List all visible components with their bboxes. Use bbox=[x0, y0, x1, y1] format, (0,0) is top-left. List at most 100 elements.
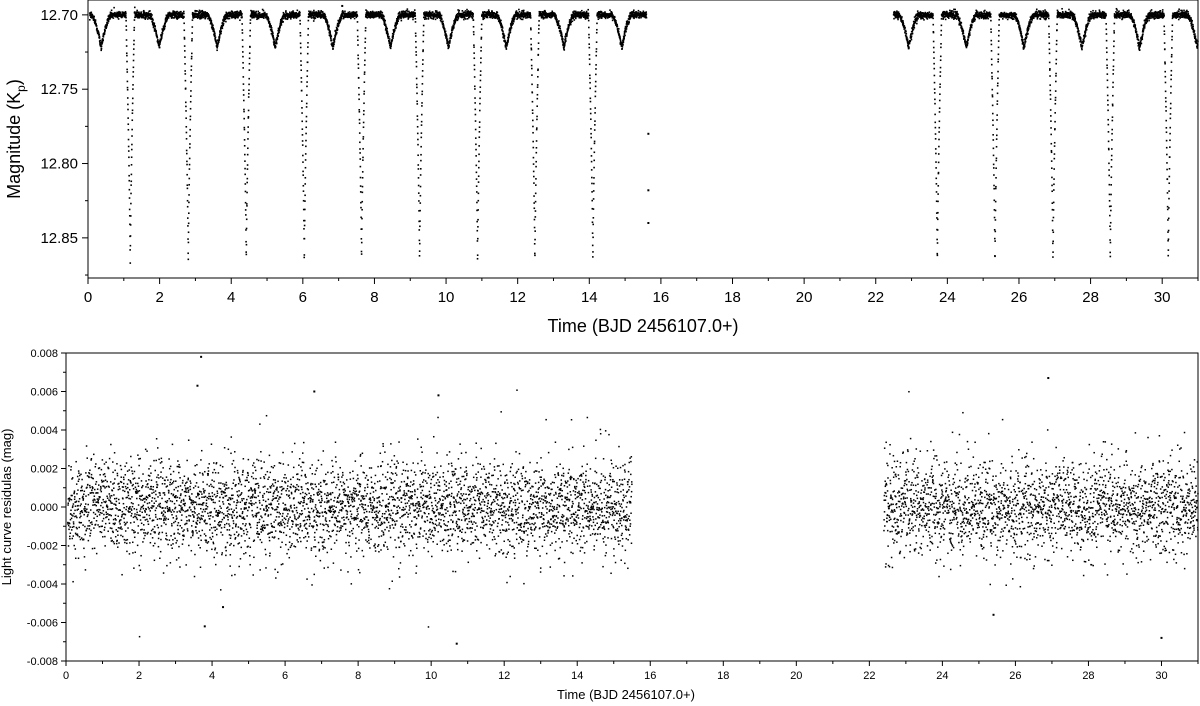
light-curve-point bbox=[574, 10, 577, 13]
light-curve-point bbox=[192, 15, 195, 18]
light-curve-point bbox=[636, 15, 638, 18]
light-curve-point bbox=[191, 39, 193, 42]
light-curve-point bbox=[935, 200, 938, 203]
light-curve-point bbox=[364, 51, 366, 54]
light-curve-point bbox=[363, 71, 366, 73]
light-curve-point bbox=[358, 87, 360, 89]
light-curve-point bbox=[561, 39, 564, 42]
light-curve-point bbox=[897, 18, 899, 21]
light-curve-point bbox=[300, 64, 302, 67]
light-curve-point bbox=[902, 22, 905, 25]
light-curve-point bbox=[935, 212, 938, 214]
light-curve-point bbox=[196, 10, 198, 12]
light-curve-point bbox=[534, 254, 536, 257]
light-curve-point bbox=[205, 15, 208, 18]
light-curve-point bbox=[563, 44, 566, 46]
light-curve-point bbox=[371, 10, 374, 13]
light-curve-point bbox=[415, 51, 417, 53]
light-curve-point bbox=[355, 11, 358, 13]
light-curve-point bbox=[958, 19, 961, 21]
light-curve-point bbox=[898, 14, 900, 16]
light-curve-point bbox=[939, 66, 942, 69]
light-curve-point bbox=[304, 153, 307, 155]
light-curve-point bbox=[360, 241, 363, 244]
light-curve-point bbox=[318, 12, 321, 15]
light-curve-point bbox=[126, 88, 129, 91]
light-curve-point bbox=[460, 12, 463, 15]
light-curve-point bbox=[938, 120, 941, 123]
light-curve-point bbox=[506, 45, 508, 47]
light-curve-point bbox=[475, 185, 478, 188]
light-curve-point bbox=[307, 34, 309, 36]
light-curve-point bbox=[531, 100, 534, 103]
light-curve-point bbox=[168, 15, 170, 17]
light-curve-point bbox=[591, 176, 593, 179]
light-curve-point bbox=[597, 18, 600, 21]
light-curve-point bbox=[453, 26, 455, 28]
light-curve-point bbox=[599, 17, 601, 19]
light-curve-point bbox=[241, 45, 244, 48]
light-curve-point bbox=[249, 35, 251, 37]
light-curve-point bbox=[352, 13, 355, 16]
light-curve-point bbox=[588, 46, 591, 49]
light-curve-point bbox=[360, 201, 362, 204]
light-curve-point bbox=[403, 16, 406, 18]
light-curve-point bbox=[366, 10, 368, 12]
light-curve-point bbox=[130, 184, 132, 186]
light-curve-point bbox=[914, 15, 917, 17]
light-curve-point bbox=[190, 90, 192, 92]
light-curve-point bbox=[907, 42, 909, 45]
light-curve-point bbox=[476, 201, 478, 204]
light-curve-point bbox=[603, 13, 606, 16]
light-curve-point bbox=[100, 45, 103, 48]
light-curve-point bbox=[377, 13, 380, 16]
light-curve-point bbox=[134, 16, 137, 18]
light-curve-point bbox=[366, 16, 369, 19]
light-curve-point bbox=[497, 18, 499, 20]
light-curve-point bbox=[928, 17, 931, 19]
light-curve-point bbox=[242, 51, 244, 53]
light-curve-point bbox=[535, 146, 538, 149]
light-curve-point bbox=[218, 35, 221, 38]
light-curve-point bbox=[392, 33, 395, 35]
light-curve-point bbox=[478, 160, 480, 163]
light-curve-point bbox=[934, 133, 937, 135]
light-curve-point bbox=[88, 19, 91, 21]
light-curve-point bbox=[415, 46, 417, 49]
light-curve-point bbox=[307, 46, 309, 48]
light-curve-point bbox=[436, 17, 439, 19]
light-curve-point bbox=[98, 35, 101, 38]
light-curve-point bbox=[451, 31, 453, 33]
light-curve-point bbox=[358, 93, 360, 96]
light-curve-point bbox=[146, 15, 149, 17]
light-curve-point bbox=[325, 19, 328, 21]
light-curve-point bbox=[334, 36, 336, 39]
light-curve-point bbox=[286, 12, 288, 15]
light-curve-point bbox=[507, 37, 510, 40]
light-curve-point bbox=[479, 91, 481, 93]
light-curve-point bbox=[317, 11, 320, 14]
light-curve-point bbox=[619, 39, 622, 42]
light-curve-point bbox=[418, 200, 420, 202]
light-curve-point bbox=[248, 69, 251, 71]
light-curve-point bbox=[893, 17, 895, 20]
light-curve-point bbox=[473, 68, 476, 71]
light-curve-point bbox=[99, 40, 101, 43]
light-curve-point bbox=[341, 10, 344, 12]
light-curve-point bbox=[208, 14, 210, 17]
light-curve-point bbox=[246, 191, 248, 194]
light-curve-point bbox=[410, 14, 412, 16]
light-curve-point bbox=[128, 174, 130, 177]
light-curve-point bbox=[932, 31, 935, 34]
light-curve-point bbox=[490, 16, 492, 19]
light-curve-point bbox=[244, 209, 247, 211]
light-curve-point bbox=[342, 13, 344, 15]
light-curve-point bbox=[507, 40, 509, 43]
light-curve-point bbox=[520, 12, 523, 15]
light-curve-point bbox=[299, 11, 301, 14]
light-curve-point bbox=[472, 15, 474, 18]
light-curve-point bbox=[224, 13, 227, 16]
light-curve-point bbox=[932, 23, 935, 26]
light-curve-point bbox=[174, 13, 177, 16]
light-curve-point bbox=[249, 29, 252, 32]
